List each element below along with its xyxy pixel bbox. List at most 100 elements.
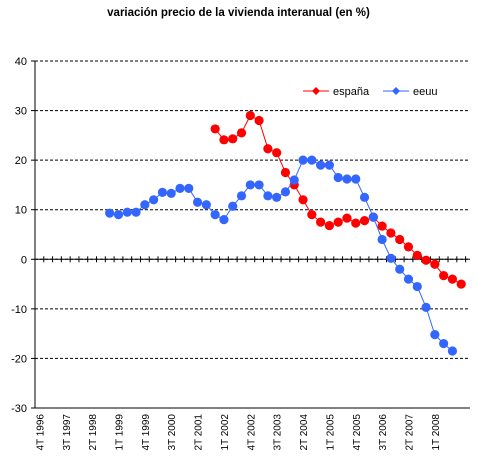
data-point [228, 201, 238, 211]
data-point [210, 124, 220, 134]
data-point [157, 187, 168, 197]
data-point [386, 228, 396, 238]
data-point [122, 207, 132, 217]
data-point [333, 172, 343, 183]
data-point [280, 167, 291, 178]
data-point [254, 180, 264, 190]
data-point [395, 234, 405, 245]
data-point [236, 191, 247, 201]
data-point [263, 144, 273, 154]
data-point [377, 221, 387, 231]
data-point [351, 218, 361, 228]
data-point [430, 330, 440, 340]
series-layer [105, 110, 466, 356]
x-tick-label: 2T 2004 [299, 414, 310, 451]
data-point [324, 160, 334, 170]
data-point [263, 191, 273, 201]
data-point [289, 175, 299, 185]
data-point [192, 197, 203, 207]
data-point [359, 216, 370, 226]
gridlines [35, 60, 470, 359]
y-tick-label: 20 [15, 155, 27, 167]
data-point [342, 213, 352, 223]
x-tick-label: 3T 2000 [167, 414, 178, 451]
legend-label: eeuu [413, 86, 437, 98]
data-point [149, 195, 159, 205]
data-point [272, 148, 282, 158]
data-point [184, 183, 194, 193]
data-point [377, 234, 387, 245]
data-point [298, 195, 308, 205]
y-tick-label: -30 [11, 403, 27, 415]
data-point [421, 255, 431, 265]
data-point [412, 281, 422, 292]
data-point [439, 271, 449, 281]
data-point [386, 253, 396, 263]
data-point [219, 215, 229, 225]
x-tick-label: 4T 2005 [352, 414, 363, 451]
x-tick-label: 1T 2008 [431, 414, 442, 451]
y-tick-label: -10 [11, 304, 27, 316]
data-point [272, 192, 282, 202]
data-point [447, 274, 458, 284]
data-point [307, 210, 317, 220]
legend-marker [312, 87, 320, 95]
x-tick-label: 1T 2005 [325, 414, 336, 451]
series-espana [210, 110, 466, 289]
data-point [316, 160, 326, 170]
data-point [113, 210, 124, 220]
data-point [342, 174, 352, 184]
data-point [280, 187, 291, 197]
data-point [412, 250, 422, 260]
data-point [368, 212, 378, 222]
data-point [245, 180, 255, 190]
data-point [439, 338, 449, 349]
data-point [333, 217, 343, 227]
data-point [403, 274, 414, 284]
y-tick-label: 0 [21, 254, 27, 266]
legend-label: españa [333, 86, 370, 98]
data-point [201, 200, 211, 210]
chart-title: variación precio de la vivienda interanu… [107, 7, 370, 19]
legend-marker [392, 87, 400, 95]
x-tick-label: 2T 2007 [404, 414, 415, 451]
data-point [245, 110, 255, 121]
data-point [316, 217, 326, 227]
data-point [210, 210, 220, 220]
y-tick-label: 40 [15, 56, 27, 68]
data-point [298, 155, 308, 165]
x-tick-label: 4T 1996 [35, 414, 46, 451]
data-point [307, 155, 317, 165]
x-tick-label: 2T 2001 [194, 414, 205, 451]
y-tick-label: -20 [11, 353, 27, 365]
data-point [351, 174, 361, 184]
x-tick-label: 3T 1997 [62, 414, 73, 451]
data-point [421, 302, 431, 312]
y-tick-label: 10 [15, 205, 27, 217]
x-axis-ticks: 4T 1996 3T 1997 2T 1998 1T 1999 4T 1999 3T 20… [34, 256, 467, 451]
x-tick-label: 3T 2006 [378, 414, 389, 451]
data-point [254, 115, 264, 126]
x-tick-label: 4T 2002 [246, 414, 257, 451]
data-point [359, 192, 370, 202]
data-point [228, 134, 238, 144]
data-point [105, 208, 115, 218]
x-tick-label: 3T 2003 [273, 414, 284, 451]
data-point [447, 346, 458, 356]
series-eeuu [105, 155, 458, 356]
data-point [140, 200, 150, 210]
data-point [324, 220, 334, 231]
data-point [166, 188, 176, 198]
y-tick-label: 30 [15, 106, 27, 118]
data-point [456, 279, 466, 289]
legend: españa eeuu [303, 86, 437, 98]
data-point [219, 135, 229, 145]
data-point [175, 183, 185, 193]
data-point [236, 128, 247, 138]
x-tick-label: 4T 1999 [141, 414, 152, 451]
axes [34, 61, 470, 409]
x-tick-label: 1T 2002 [220, 414, 231, 451]
data-point [395, 264, 405, 274]
x-tick-label: 1T 1999 [114, 414, 125, 451]
